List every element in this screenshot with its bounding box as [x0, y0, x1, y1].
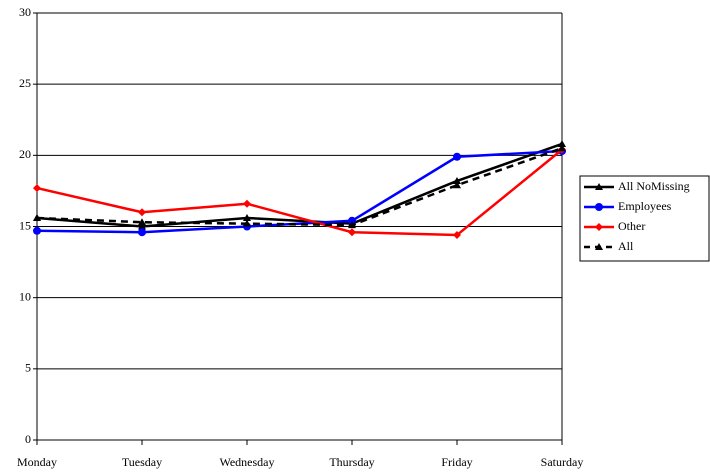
data-point [453, 176, 461, 184]
y-tick-label: 30 [19, 5, 31, 19]
x-tick-label: Wednesday [219, 455, 274, 469]
data-point [243, 219, 251, 227]
legend-label: Other [618, 219, 645, 233]
legend-marker [595, 243, 603, 250]
data-point [348, 221, 356, 229]
data-point [243, 213, 251, 221]
data-point [558, 144, 566, 152]
data-point [138, 208, 146, 217]
y-tick-label: 15 [19, 218, 31, 232]
series-line [36, 149, 563, 234]
y-tick-label: 20 [19, 147, 31, 161]
legend-marker [595, 183, 603, 190]
data-point [138, 222, 146, 230]
data-point [453, 181, 461, 189]
legend-label: All NoMissing [618, 179, 690, 193]
data-point [33, 213, 41, 221]
x-tick-label: Friday [441, 455, 472, 469]
y-tick-label: 0 [25, 432, 31, 446]
x-tick-label: Monday [17, 455, 57, 469]
data-point [348, 228, 356, 237]
data-point [348, 216, 356, 225]
data-point [33, 226, 41, 235]
series-line [36, 148, 563, 237]
legend-marker [595, 223, 603, 231]
legend-box [579, 175, 710, 262]
data-point [138, 218, 146, 226]
legend: All NoMissing Employees Other All [579, 175, 710, 262]
data-point [453, 152, 461, 161]
x-tick-label: Saturday [541, 455, 584, 469]
series-line [36, 147, 563, 227]
data-point [138, 228, 146, 237]
series-line [36, 142, 563, 228]
y-tick-label: 25 [19, 76, 31, 90]
legend-marker [595, 203, 603, 211]
x-tick-label: Thursday [329, 455, 374, 469]
y-tick-label: 5 [25, 361, 31, 375]
data-point [243, 199, 251, 208]
y-tick-label: 10 [19, 289, 31, 303]
data-point [33, 184, 41, 193]
data-point [558, 139, 566, 147]
legend-label: All [618, 239, 634, 253]
data-point [453, 231, 461, 240]
legend-label: Employees [618, 199, 672, 213]
x-tick-label: Tuesday [122, 455, 162, 469]
